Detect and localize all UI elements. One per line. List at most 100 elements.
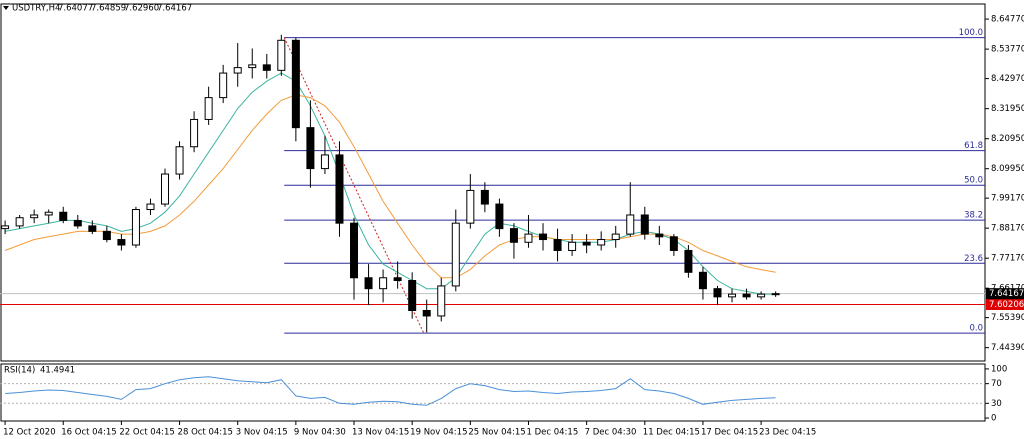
x-tick-label: 11 Dec 04:15 <box>643 428 700 438</box>
x-tick-label: 19 Nov 04:15 <box>410 428 467 438</box>
candle-body <box>509 228 518 243</box>
candle-body <box>524 233 533 243</box>
x-tick-label: 23 Dec 04:15 <box>759 428 816 438</box>
x-tick-label: 28 Oct 04:15 <box>178 428 233 438</box>
candle-body <box>291 39 300 129</box>
candle-body <box>393 277 402 281</box>
y-tick-label: 7.44390 <box>991 343 1024 353</box>
fib-label: 0.0 <box>969 324 983 334</box>
main-panel <box>0 3 986 362</box>
x-tick-label: 7 Dec 04:30 <box>585 428 637 438</box>
candle-body <box>15 217 24 227</box>
candle-body <box>73 219 82 227</box>
current-price-box <box>986 288 1024 300</box>
candle-body <box>408 279 417 312</box>
fib-label: 61.8 <box>964 141 983 151</box>
candle-body <box>597 239 606 246</box>
level-price-label: 7.60206 <box>989 300 1024 310</box>
y-tick-label: 7.88170 <box>991 224 1024 234</box>
x-tick-label: 3 Nov 04:15 <box>236 428 288 438</box>
y-tick-label: 8.64770 <box>991 15 1024 25</box>
y-tick-label: 8.09950 <box>991 164 1024 174</box>
candle-body <box>553 239 562 251</box>
candle-body <box>306 127 315 170</box>
x-tick-label: 16 Oct 04:15 <box>61 428 116 438</box>
rsi-y-tick-label: 30 <box>991 399 1002 409</box>
candle-body <box>350 222 359 279</box>
candle-body <box>277 39 286 71</box>
candle-body <box>262 64 271 71</box>
candle-body <box>320 154 329 170</box>
candle-body <box>451 222 460 287</box>
candle-body <box>713 288 722 298</box>
candle-body <box>30 214 39 219</box>
candle-body <box>335 154 344 224</box>
candle-body <box>757 293 766 298</box>
candle-body <box>480 189 489 205</box>
candle-body <box>495 203 504 230</box>
menu-triangle <box>3 6 9 10</box>
rsi-y-tick-label: 100 <box>991 364 1007 374</box>
candle-body <box>161 173 170 205</box>
candle-body <box>669 236 678 251</box>
fib-label: 38.2 <box>964 211 983 221</box>
candle-body <box>364 277 373 290</box>
rsi-y-tick-label: 0 <box>991 414 996 424</box>
candle-body <box>684 249 693 273</box>
quote-value: 7.64077 <box>58 4 93 14</box>
x-tick-label: 12 Oct 2020 <box>3 428 56 438</box>
rsi-panel <box>0 363 986 422</box>
y-tick-label: 7.99170 <box>991 194 1024 204</box>
candle-body <box>44 211 53 216</box>
candle-body <box>728 293 737 298</box>
candle-body <box>117 239 126 246</box>
x-tick-label: 25 Nov 04:15 <box>468 428 525 438</box>
y-tick-label: 8.31950 <box>991 104 1024 114</box>
candle-body <box>611 233 620 241</box>
candle-body <box>190 118 199 148</box>
candle-body <box>146 203 155 211</box>
candle-body <box>233 67 242 74</box>
rsi-line <box>5 376 776 406</box>
fib-label: 23.6 <box>964 254 983 264</box>
candle-body <box>539 233 548 241</box>
candle-body <box>771 293 780 296</box>
quote-value: 7.64859 <box>91 4 126 14</box>
y-tick-label: 7.77170 <box>991 254 1024 264</box>
candle-body <box>437 285 446 317</box>
candle-body <box>379 277 388 290</box>
current-price-label: 7.64167 <box>989 289 1024 299</box>
rsi-y-tick-label: 70 <box>991 379 1002 389</box>
x-tick-label: 9 Nov 04:30 <box>294 428 346 438</box>
candle-body <box>131 209 140 246</box>
candle-body <box>742 293 751 298</box>
candle-body <box>640 214 649 235</box>
candle-body <box>568 241 577 251</box>
candle-body <box>466 189 475 224</box>
candle-body <box>219 72 228 99</box>
fib-label: 50.0 <box>964 176 983 186</box>
x-tick-label: 1 Dec 04:15 <box>526 428 578 438</box>
rsi-title: RSI(14) <box>4 366 35 376</box>
x-tick-label: 13 Nov 04:15 <box>352 428 409 438</box>
candle-body <box>59 211 68 221</box>
y-tick-label: 8.53770 <box>991 45 1024 55</box>
y-tick-label: 7.55390 <box>991 313 1024 323</box>
fib-trend <box>283 37 425 334</box>
candle-body <box>1 225 10 230</box>
x-tick-label: 17 Dec 04:15 <box>701 428 758 438</box>
symbol: USDTRY,H4 <box>12 4 60 14</box>
candle-body <box>422 310 431 317</box>
quote-value: 7.64167 <box>157 4 192 14</box>
candle-body <box>655 233 664 238</box>
candle-body <box>175 146 184 175</box>
candle-body <box>698 271 707 290</box>
y-tick-label: 8.20950 <box>991 134 1024 144</box>
candle-body <box>248 64 257 69</box>
candle-body <box>626 214 635 235</box>
quote-value: 7.62960 <box>124 4 159 14</box>
rsi-value: 41.4941 <box>40 366 75 376</box>
x-tick-label: 22 Oct 04:15 <box>119 428 174 438</box>
fib-label: 100.0 <box>959 28 983 38</box>
